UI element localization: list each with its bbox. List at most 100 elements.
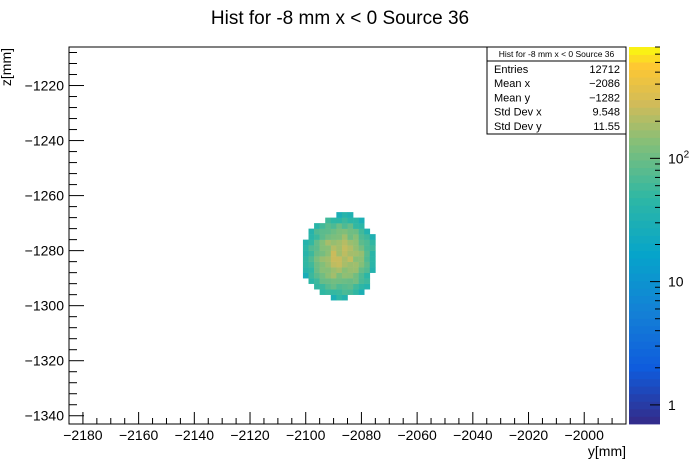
heatmap-cell bbox=[336, 294, 343, 301]
heatmap-cell bbox=[302, 272, 309, 279]
heatmap-cell bbox=[336, 256, 343, 262]
heatmap-cell bbox=[358, 223, 365, 229]
y-axis: −1220 −1240 −1260 −1280 −1300 −1320 −1340 bbox=[25, 52, 84, 424]
x-tick-label: −2140 bbox=[175, 427, 215, 443]
heatmap-cell bbox=[302, 256, 309, 262]
stats-value: 11.55 bbox=[593, 121, 620, 133]
stats-value: −2086 bbox=[589, 78, 620, 90]
heatmap-cell bbox=[308, 261, 315, 268]
heatmap-cell bbox=[358, 228, 365, 235]
y-tick-label: −1240 bbox=[25, 133, 65, 149]
colorbar-band bbox=[629, 250, 660, 259]
colorbar-band bbox=[629, 393, 660, 402]
heatmap-cell bbox=[302, 250, 309, 257]
colorbar: 1 10 102 bbox=[629, 46, 690, 425]
heatmap-cell bbox=[325, 261, 332, 268]
x-tick-label: −2060 bbox=[397, 427, 437, 443]
colorbar-tick-label: 102 bbox=[668, 149, 690, 166]
heatmap-cell bbox=[358, 217, 365, 224]
heatmap-cell bbox=[330, 294, 337, 301]
heatmap-cell bbox=[347, 272, 354, 279]
heatmap-cell bbox=[330, 267, 337, 273]
heatmap-cell bbox=[364, 239, 371, 246]
colorbar-band bbox=[629, 77, 660, 86]
heatmap-cell bbox=[325, 283, 332, 290]
heatmap-cell bbox=[325, 272, 332, 279]
heatmap-cell bbox=[341, 234, 348, 240]
heatmap-cell bbox=[325, 223, 332, 229]
colorbar-band bbox=[629, 122, 660, 131]
colorbar-band bbox=[629, 107, 660, 116]
heatmap-cell bbox=[358, 245, 365, 251]
heatmap-cell bbox=[364, 250, 371, 257]
colorbar-tick-label: 10 bbox=[668, 274, 684, 290]
heatmap-cell bbox=[319, 272, 326, 279]
heatmap-cell bbox=[341, 294, 348, 301]
heatmap-cell bbox=[353, 283, 359, 290]
heatmap-cell bbox=[308, 228, 315, 235]
heatmap-cell bbox=[369, 261, 376, 268]
colorbar-band bbox=[629, 137, 660, 146]
heatmap-cell bbox=[330, 261, 337, 268]
heatmap-cell bbox=[369, 250, 376, 257]
heatmap-cell bbox=[319, 267, 326, 273]
heatmap-cell bbox=[325, 267, 332, 273]
heatmap-cell bbox=[308, 256, 315, 262]
colorbar-band bbox=[629, 190, 660, 199]
heatmap-cell bbox=[336, 223, 343, 229]
colorbar-band bbox=[629, 47, 660, 55]
heatmap-cell bbox=[364, 228, 371, 235]
colorbar-tick-label: 1 bbox=[668, 397, 676, 413]
heatmap-cell bbox=[336, 228, 343, 235]
stats-title: Hist for -8 mm x < 0 Source 36 bbox=[499, 49, 615, 59]
heatmap-cell bbox=[341, 283, 348, 290]
heatmap-cell bbox=[302, 267, 309, 273]
x-tick-label: −2180 bbox=[63, 427, 103, 443]
stats-label: Mean x bbox=[494, 78, 531, 90]
heatmap-cell bbox=[364, 261, 371, 268]
colorbar-band bbox=[629, 348, 660, 357]
colorbar-band bbox=[629, 333, 660, 342]
colorbar-band bbox=[629, 363, 660, 372]
heatmap-cell bbox=[341, 256, 348, 262]
heatmap-cell bbox=[369, 239, 376, 246]
x-tick-label: −2000 bbox=[565, 427, 605, 443]
colorbar-band bbox=[629, 416, 660, 425]
heatmap-cell bbox=[314, 256, 320, 262]
heatmap-cell bbox=[358, 261, 365, 268]
heatmap-cell bbox=[358, 289, 365, 295]
colorbar-band bbox=[629, 243, 660, 251]
x-axis-label: y[mm] bbox=[588, 443, 626, 459]
heatmap-cell bbox=[336, 278, 343, 284]
heatmap-cell bbox=[330, 278, 337, 284]
heatmap-cell bbox=[364, 283, 371, 290]
y-tick-label: −1320 bbox=[25, 353, 65, 369]
heatmap-cell bbox=[364, 272, 371, 279]
colorbar-band bbox=[629, 408, 660, 417]
heatmap-cell bbox=[325, 228, 332, 235]
heatmap-cell bbox=[353, 250, 359, 257]
heatmap-cell bbox=[325, 234, 332, 240]
colorbar-band bbox=[629, 114, 660, 123]
heatmap-cell bbox=[330, 283, 337, 290]
stats-label: Entries bbox=[494, 64, 529, 76]
heatmap-cell bbox=[353, 267, 359, 273]
heatmap-cell bbox=[341, 250, 348, 257]
heatmap-cell bbox=[341, 289, 348, 295]
heatmap-cell bbox=[364, 256, 371, 262]
heatmap-cell bbox=[319, 245, 326, 251]
heatmap-cell bbox=[341, 267, 348, 273]
heatmap-cell bbox=[347, 283, 354, 290]
y-axis-label: z[mm] bbox=[0, 48, 14, 86]
colorbar-band bbox=[629, 220, 660, 229]
heatmap-cell bbox=[353, 289, 359, 295]
colorbar-band bbox=[629, 295, 660, 304]
heatmap-cell bbox=[358, 234, 365, 240]
heatmap-cell bbox=[325, 278, 332, 284]
heatmap-cell bbox=[341, 261, 348, 268]
x-tick-label: −2040 bbox=[453, 427, 493, 443]
stats-value: 9.548 bbox=[592, 107, 620, 119]
heatmap-cell bbox=[325, 256, 332, 262]
heatmap-cell bbox=[319, 283, 326, 290]
colorbar-band bbox=[629, 152, 660, 161]
